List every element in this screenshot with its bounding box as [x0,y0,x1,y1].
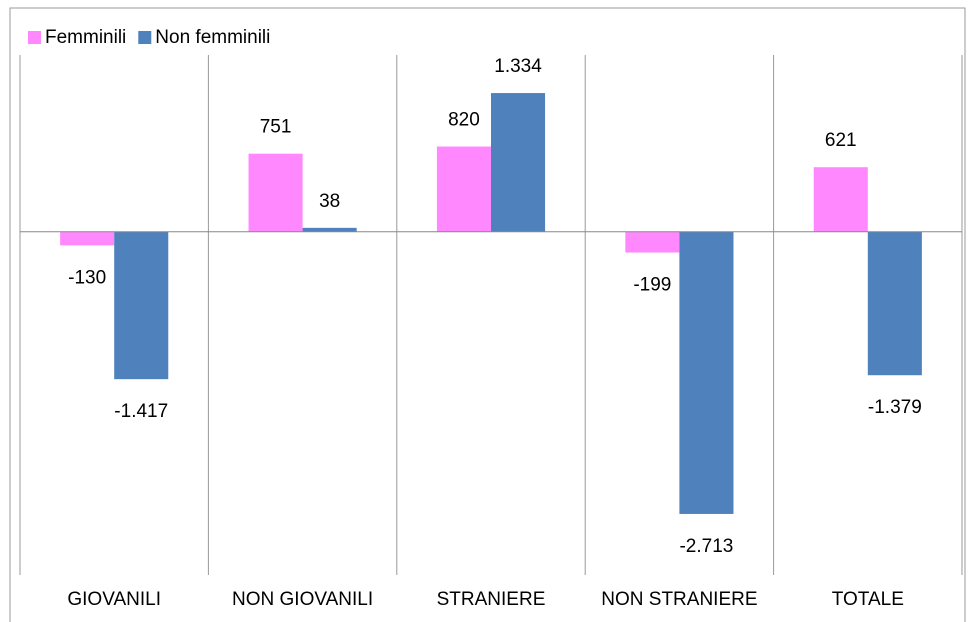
data-label: -1.417 [114,401,168,422]
data-label: 751 [260,117,292,138]
bar [813,167,868,232]
bar [436,146,491,232]
x-tick-label: STRANIERE [437,589,546,610]
bar [867,231,922,376]
data-label: -199 [633,275,671,296]
bar [302,227,357,232]
data-label: 820 [448,110,480,131]
data-label: 621 [825,130,857,151]
data-label: -1.379 [868,397,922,418]
x-tick-label: NON GIOVANILI [232,589,373,610]
bar [679,231,734,514]
legend-swatch [28,31,41,44]
bar [248,153,303,232]
data-label: -2.713 [679,536,733,557]
data-label: 38 [319,191,340,212]
x-tick-label: GIOVANILI [67,589,161,610]
bar [491,93,546,232]
legend-swatch [138,31,152,44]
data-label: -130 [68,267,106,288]
bar [114,231,169,380]
bar [60,231,115,246]
legend-label: Femminili [45,27,126,48]
legend-label: Non femminili [155,27,270,48]
x-tick-label: TOTALE [832,589,904,610]
data-label: 1.334 [494,56,542,77]
bar [625,231,680,253]
chart-frame [9,7,966,622]
x-tick-label: NON STRANIERE [601,589,757,610]
